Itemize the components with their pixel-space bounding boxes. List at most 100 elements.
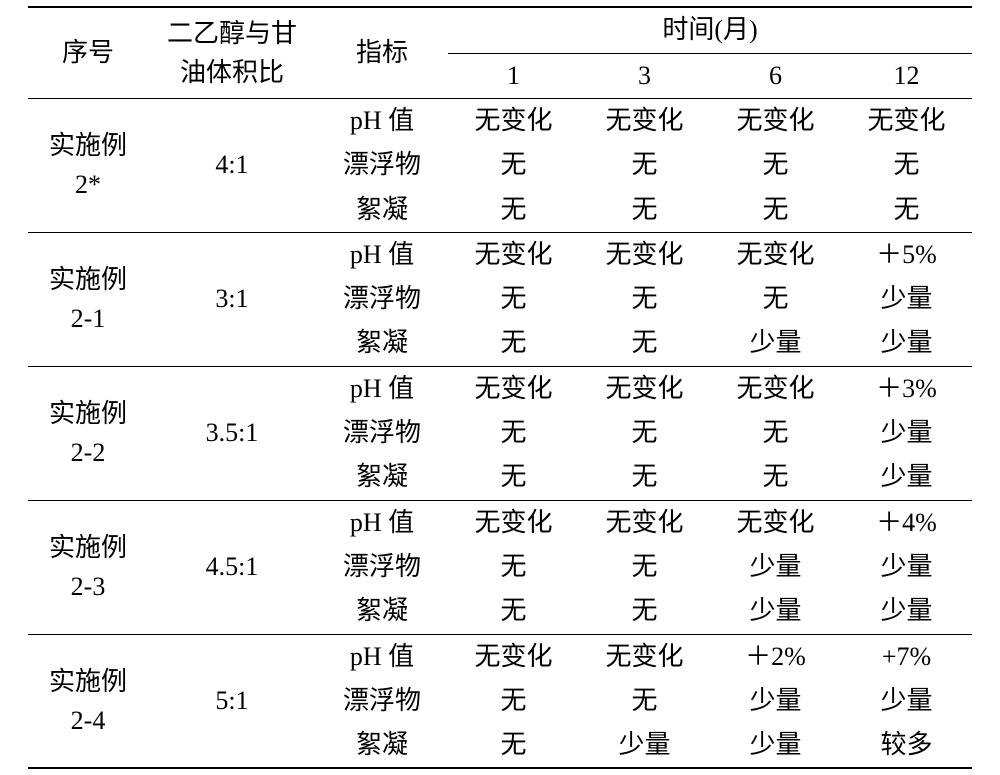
value-cell: 无变化: [579, 99, 710, 144]
value-cell: 少量: [710, 679, 841, 723]
value-cell: ＋4%: [841, 500, 972, 545]
value-cell: 少量: [841, 679, 972, 723]
value-cell: 少量: [710, 589, 841, 634]
ratio-cell: 3:1: [148, 232, 316, 366]
value-cell: 无: [710, 143, 841, 187]
value-cell: 无: [710, 188, 841, 233]
value-cell: 无: [579, 679, 710, 723]
value-cell: 无: [710, 277, 841, 321]
value-cell: 无: [448, 545, 579, 589]
value-cell: 无变化: [710, 232, 841, 277]
value-cell: 无变化: [448, 634, 579, 679]
value-cell: 无变化: [710, 366, 841, 411]
value-cell: 少量: [579, 723, 710, 768]
col-header-time-6: 6: [710, 53, 841, 99]
value-cell: 无: [710, 455, 841, 500]
value-cell: 无: [841, 143, 972, 187]
value-cell: 无: [448, 188, 579, 233]
indicator-cell: pH 值: [316, 634, 448, 679]
value-cell: 无变化: [841, 99, 972, 144]
value-cell: 少量: [710, 321, 841, 366]
seq-line1: 实施例: [49, 399, 127, 428]
value-cell: 少量: [710, 545, 841, 589]
col-header-time-3: 3: [579, 53, 710, 99]
ratio-header-l1: 二乙醇与甘: [167, 19, 297, 48]
indicator-cell: pH 值: [316, 366, 448, 411]
table-body: 实施例2*4:1pH 值无变化无变化无变化无变化漂浮物无无无无絮凝无无无无实施例…: [28, 99, 972, 769]
seq-cell: 实施例2-1: [28, 232, 148, 366]
col-header-time-group: 时间(月): [448, 7, 972, 53]
seq-line2: 2-3: [71, 572, 106, 601]
value-cell: ＋5%: [841, 232, 972, 277]
value-cell: 较多: [841, 723, 972, 768]
value-cell: 无: [448, 589, 579, 634]
value-cell: 无变化: [579, 500, 710, 545]
indicator-cell: 漂浮物: [316, 411, 448, 455]
col-header-seq: 序号: [28, 7, 148, 99]
ratio-cell: 4.5:1: [148, 500, 316, 634]
indicator-cell: pH 值: [316, 232, 448, 277]
value-cell: 无: [579, 321, 710, 366]
value-cell: 无: [448, 679, 579, 723]
col-header-indicator: 指标: [316, 7, 448, 99]
value-cell: 无: [841, 188, 972, 233]
stability-table: 序号 二乙醇与甘 油体积比 指标 时间(月) 1 3 6 12 实施例2*4:1…: [28, 6, 972, 769]
value-cell: ＋3%: [841, 366, 972, 411]
value-cell: 无: [579, 188, 710, 233]
value-cell: 无变化: [448, 500, 579, 545]
value-cell: ＋2%: [710, 634, 841, 679]
value-cell: 少量: [710, 723, 841, 768]
value-cell: 无: [579, 455, 710, 500]
value-cell: 无: [579, 143, 710, 187]
seq-line1: 实施例: [49, 131, 127, 160]
table-row: 实施例2-23.5:1pH 值无变化无变化无变化＋3%: [28, 366, 972, 411]
value-cell: 无变化: [448, 99, 579, 144]
table-row: 实施例2-34.5:1pH 值无变化无变化无变化＋4%: [28, 500, 972, 545]
value-cell: 无: [448, 143, 579, 187]
value-cell: 少量: [841, 321, 972, 366]
value-cell: 少量: [841, 277, 972, 321]
indicator-cell: 絮凝: [316, 589, 448, 634]
indicator-cell: 絮凝: [316, 188, 448, 233]
value-cell: +7%: [841, 634, 972, 679]
col-header-time-1: 1: [448, 53, 579, 99]
value-cell: 无: [579, 545, 710, 589]
indicator-cell: 絮凝: [316, 321, 448, 366]
value-cell: 无: [448, 723, 579, 768]
seq-line1: 实施例: [49, 533, 127, 562]
seq-cell: 实施例 2-3: [28, 500, 148, 634]
value-cell: 无变化: [710, 500, 841, 545]
value-cell: 少量: [841, 589, 972, 634]
table-row: 实施例2*4:1pH 值无变化无变化无变化无变化: [28, 99, 972, 144]
ratio-cell: 3.5:1: [148, 366, 316, 500]
seq-cell: 实施例 2-2: [28, 366, 148, 500]
value-cell: 无: [448, 277, 579, 321]
indicator-cell: pH 值: [316, 500, 448, 545]
value-cell: 无变化: [448, 232, 579, 277]
value-cell: 无变化: [579, 634, 710, 679]
indicator-cell: 漂浮物: [316, 143, 448, 187]
value-cell: 无: [579, 277, 710, 321]
value-cell: 无变化: [448, 366, 579, 411]
value-cell: 少量: [841, 455, 972, 500]
value-cell: 无: [579, 411, 710, 455]
table-row: 实施例2-45:1pH 值无变化无变化＋2%+7%: [28, 634, 972, 679]
indicator-cell: 漂浮物: [316, 545, 448, 589]
value-cell: 无变化: [579, 366, 710, 411]
seq-line2: 2*: [75, 170, 101, 199]
ratio-header-l2: 油体积比: [180, 58, 284, 87]
indicator-cell: 絮凝: [316, 723, 448, 768]
value-cell: 少量: [841, 545, 972, 589]
value-cell: 无: [710, 411, 841, 455]
value-cell: 无: [448, 321, 579, 366]
col-header-time-12: 12: [841, 53, 972, 99]
indicator-cell: 漂浮物: [316, 679, 448, 723]
seq-line2: 2-2: [71, 438, 106, 467]
value-cell: 无: [448, 411, 579, 455]
value-cell: 无: [579, 589, 710, 634]
table-row: 实施例2-13:1pH 值无变化无变化无变化＋5%: [28, 232, 972, 277]
seq-line2: 2-4: [71, 706, 106, 735]
value-cell: 无变化: [710, 99, 841, 144]
col-header-ratio: 二乙醇与甘 油体积比: [148, 7, 316, 99]
seq-line1: 实施例: [49, 667, 127, 696]
